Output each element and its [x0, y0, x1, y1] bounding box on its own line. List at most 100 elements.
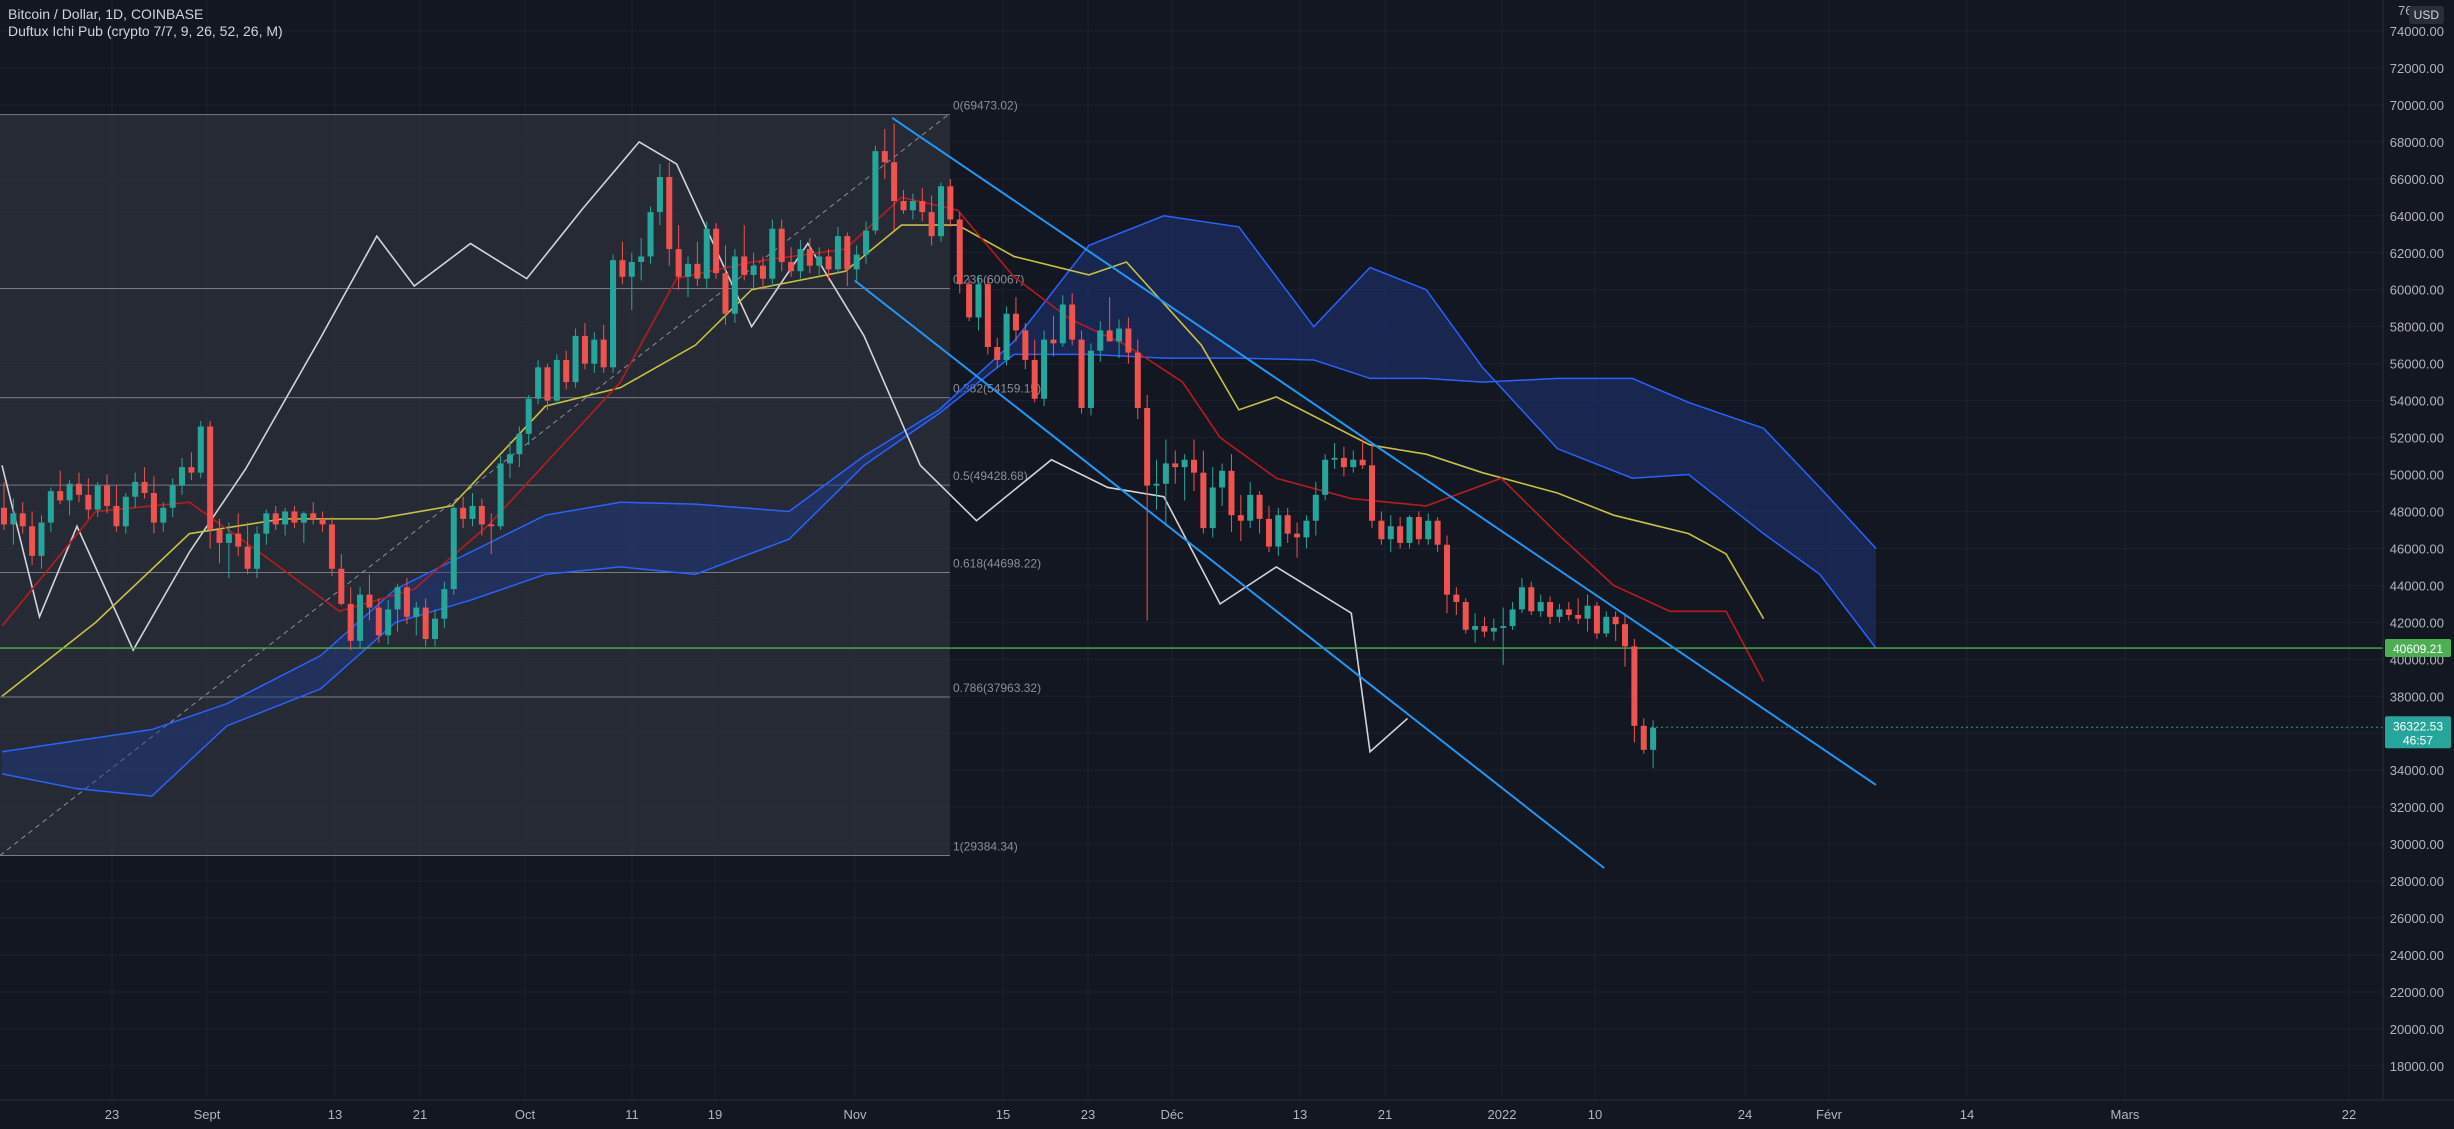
candle-body[interactable] — [1078, 339, 1085, 408]
candle-body[interactable] — [731, 256, 738, 314]
candle-body[interactable] — [113, 505, 120, 527]
candle-body[interactable] — [834, 236, 841, 270]
candle-body[interactable] — [1565, 609, 1572, 615]
candle-body[interactable] — [1425, 520, 1432, 540]
candle-body[interactable] — [956, 219, 963, 285]
candle-body[interactable] — [938, 186, 944, 237]
candle-body[interactable] — [638, 256, 645, 262]
candle-body[interactable] — [994, 347, 1001, 360]
candle-body[interactable] — [253, 533, 260, 569]
candle-body[interactable] — [57, 491, 64, 501]
candle-body[interactable] — [225, 533, 232, 543]
candle-body[interactable] — [1200, 472, 1207, 529]
candle-body[interactable] — [1387, 526, 1394, 540]
candle-body[interactable] — [66, 483, 73, 501]
candle-body[interactable] — [853, 254, 860, 270]
candle-body[interactable] — [244, 546, 251, 569]
candle-body[interactable] — [1631, 646, 1638, 726]
candle-body[interactable] — [1547, 602, 1554, 617]
candle-body[interactable] — [1490, 627, 1497, 632]
candle-body[interactable] — [282, 511, 289, 525]
candle-body[interactable] — [966, 284, 973, 318]
candle-body[interactable] — [825, 256, 832, 270]
candle-body[interactable] — [1369, 465, 1376, 521]
candle-body[interactable] — [1116, 328, 1123, 342]
candle-body[interactable] — [1181, 459, 1188, 468]
upper-trendline[interactable] — [891, 117, 1877, 786]
candle-body[interactable] — [1012, 313, 1019, 331]
price-axis-background[interactable] — [2383, 0, 2454, 1129]
candle-body[interactable] — [497, 463, 504, 527]
candle-body[interactable] — [94, 485, 101, 510]
candle-body[interactable] — [1069, 304, 1076, 340]
candle-body[interactable] — [375, 607, 382, 636]
candle-body[interactable] — [647, 212, 654, 257]
candle-body[interactable] — [1172, 463, 1179, 468]
candle-body[interactable] — [1312, 494, 1319, 521]
candle-body[interactable] — [394, 587, 401, 610]
candle-body[interactable] — [179, 467, 186, 486]
candle-body[interactable] — [1518, 587, 1525, 610]
candle-body[interactable] — [441, 589, 448, 619]
candle-body[interactable] — [1528, 587, 1535, 612]
candle-body[interactable] — [1359, 459, 1366, 466]
candle-body[interactable] — [975, 284, 982, 318]
candle-body[interactable] — [1050, 339, 1057, 344]
candle-body[interactable] — [1509, 609, 1516, 627]
candle-body[interactable] — [272, 513, 279, 525]
candle-body[interactable] — [216, 529, 223, 543]
time-axis-background[interactable] — [0, 1100, 2454, 1129]
candle-body[interactable] — [29, 526, 36, 556]
candle-body[interactable] — [666, 176, 673, 250]
candle-body[interactable] — [310, 513, 317, 519]
candle-body[interactable] — [516, 433, 523, 455]
candle-body[interactable] — [844, 236, 851, 270]
candle-body[interactable] — [788, 262, 795, 272]
candle-body[interactable] — [188, 467, 195, 473]
candle-body[interactable] — [460, 507, 467, 519]
candle-body[interactable] — [1228, 470, 1235, 516]
candle-body[interactable] — [591, 339, 598, 364]
candle-body[interactable] — [525, 398, 532, 434]
candle-body[interactable] — [1303, 520, 1310, 538]
candle-body[interactable] — [85, 494, 92, 510]
candle-body[interactable] — [1453, 594, 1460, 603]
candle-body[interactable] — [1378, 520, 1385, 540]
candle-body[interactable] — [1350, 459, 1357, 468]
candle-body[interactable] — [10, 513, 17, 525]
candle-body[interactable] — [160, 507, 167, 523]
candle-body[interactable] — [741, 256, 748, 275]
candle-body[interactable] — [263, 513, 270, 534]
candle-body[interactable] — [759, 265, 766, 279]
candle-body[interactable] — [909, 201, 916, 211]
candle-body[interactable] — [610, 260, 617, 368]
candle-body[interactable] — [150, 493, 157, 523]
candle-body[interactable] — [328, 524, 335, 569]
candle-body[interactable] — [1190, 459, 1197, 473]
fib-trend-line[interactable] — [0, 114, 949, 856]
candle-body[interactable] — [685, 263, 692, 277]
candle-body[interactable] — [563, 359, 570, 383]
candle-body[interactable] — [1275, 515, 1282, 547]
candle-body[interactable] — [75, 483, 82, 495]
candle-body[interactable] — [1650, 727, 1657, 750]
candle-body[interactable] — [319, 518, 326, 525]
candle-body[interactable] — [694, 263, 701, 279]
candle-body[interactable] — [1322, 459, 1329, 495]
candle-body[interactable] — [1575, 614, 1582, 619]
candle-body[interactable] — [169, 485, 176, 508]
candle-body[interactable] — [797, 249, 804, 272]
candle-body[interactable] — [900, 201, 907, 211]
candle-body[interactable] — [1247, 494, 1254, 521]
candle-body[interactable] — [1031, 359, 1038, 399]
candle-body[interactable] — [535, 367, 542, 399]
indicator-title[interactable]: Duftux Ichi Pub (crypto 7/7, 9, 26, 52, … — [8, 23, 283, 39]
candle-body[interactable] — [1125, 328, 1132, 353]
candle-body[interactable] — [478, 505, 485, 525]
candle-body[interactable] — [1472, 626, 1479, 630]
candle-body[interactable] — [338, 568, 345, 604]
candle-body[interactable] — [104, 485, 111, 506]
candle-body[interactable] — [544, 367, 551, 401]
candle-body[interactable] — [1003, 313, 1010, 360]
